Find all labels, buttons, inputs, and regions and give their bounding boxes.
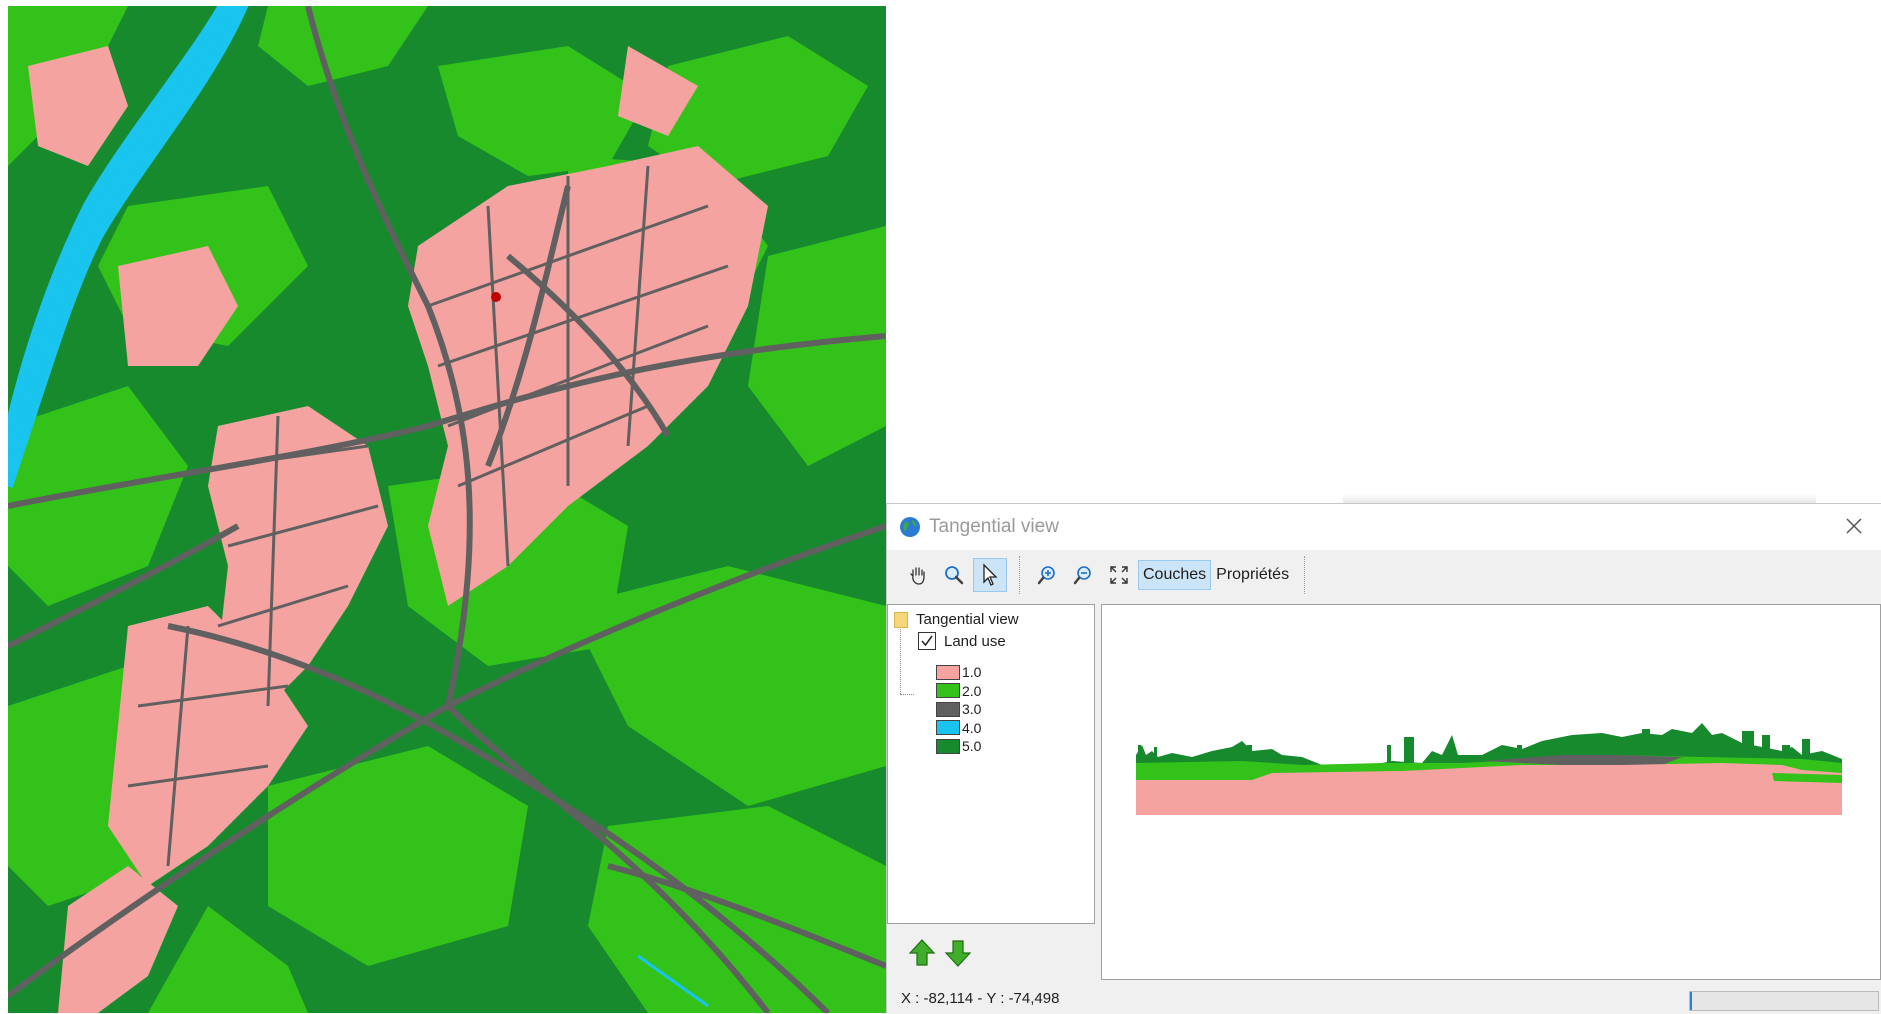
tree-spike	[1642, 729, 1650, 759]
legend-item: 4.0	[936, 719, 981, 738]
magnifier-icon	[945, 566, 964, 585]
pan-button[interactable]	[901, 558, 935, 592]
tree-spike	[1517, 745, 1522, 761]
legend-swatch	[936, 683, 960, 699]
full-extent-icon	[1110, 566, 1128, 584]
road-band	[1482, 755, 1682, 765]
legend-label: 3.0	[962, 701, 982, 718]
map-canvas[interactable]	[8, 6, 886, 1013]
couches-tab-button[interactable]: Couches	[1138, 560, 1212, 590]
tree-spike	[1138, 745, 1141, 767]
tree-spike	[1387, 745, 1391, 767]
tree-spike	[1154, 747, 1157, 767]
tree-connector-horizontal	[900, 694, 914, 695]
toolbar-separator-end	[1304, 556, 1306, 594]
tree-spike	[1247, 745, 1252, 767]
zoom-out-icon	[1073, 566, 1091, 585]
move-layer-down-icon[interactable]	[943, 937, 973, 969]
legend-item: 2.0	[936, 682, 981, 701]
layer-visibility-checkbox[interactable]	[918, 632, 936, 650]
window-title: Tangential view	[929, 516, 1059, 537]
layer-tree-panel[interactable]: Tangential view Land use 1.0 2.0 3.0 4.0 5.0	[887, 604, 1095, 924]
globe-icon	[900, 517, 920, 537]
tree-spike	[1762, 735, 1770, 771]
minor-roads	[127, 165, 729, 867]
tangential-view-window[interactable]: Tangential view	[886, 503, 1881, 1014]
checkmark-icon	[921, 635, 933, 647]
layer-order-controls	[887, 925, 1095, 981]
stream	[637, 954, 709, 1008]
close-icon[interactable]	[1841, 513, 1867, 539]
move-layer-up-icon[interactable]	[907, 937, 937, 969]
progress-bar	[1689, 991, 1879, 1011]
legend-swatch	[936, 701, 960, 717]
river	[8, 6, 249, 488]
full-extent-button[interactable]	[1102, 558, 1136, 592]
tree-spike	[1662, 739, 1668, 759]
layer-land-use[interactable]: Land use	[918, 632, 1006, 650]
legend-swatch	[936, 738, 960, 754]
toolbar: Couches Propriétés	[887, 550, 1881, 600]
legend-label: 1.0	[962, 664, 982, 681]
legend-item: 5.0	[936, 737, 981, 756]
tree-spike	[1782, 745, 1790, 769]
zoom-out-button[interactable]	[1066, 558, 1100, 592]
tangential-view-canvas[interactable]	[1101, 604, 1881, 980]
land-use-map[interactable]	[8, 6, 886, 1013]
layer-legend: 1.0 2.0 3.0 4.0 5.0	[936, 663, 981, 756]
zoom-in-icon	[1037, 566, 1055, 585]
tree-spike	[1404, 737, 1414, 767]
grass-strip-right	[1772, 773, 1842, 783]
window-shadow	[1343, 494, 1816, 503]
tree-root-node[interactable]: Tangential view	[894, 611, 1019, 628]
zoom-in-button[interactable]	[1030, 558, 1064, 592]
legend-item: 3.0	[936, 700, 981, 719]
layer-label: Land use	[944, 632, 1006, 650]
coordinate-readout: X : -82,114 - Y : -74,498	[901, 989, 1060, 1007]
select-pointer-button[interactable]	[973, 558, 1007, 592]
hand-pan-icon	[910, 567, 925, 585]
toolbar-separator	[1019, 556, 1020, 594]
magnifier-button[interactable]	[937, 558, 971, 592]
residential-band	[1136, 763, 1842, 815]
proprietes-tab-button[interactable]: Propriétés	[1216, 566, 1290, 583]
tree-connector	[900, 629, 901, 694]
viewpoint-marker	[491, 292, 501, 302]
folder-icon	[894, 611, 908, 628]
legend-item: 1.0	[936, 663, 981, 682]
legend-label: 4.0	[962, 719, 982, 736]
legend-label: 2.0	[962, 682, 982, 699]
status-bar: X : -82,114 - Y : -74,498	[887, 982, 1881, 1014]
residential-areas	[28, 46, 768, 1013]
legend-swatch	[936, 664, 960, 680]
pointer-icon	[983, 563, 998, 586]
legend-label: 5.0	[962, 738, 982, 755]
tangential-profile	[1136, 723, 1842, 815]
tree-root-label: Tangential view	[916, 611, 1019, 628]
progress-fill	[1690, 992, 1692, 1010]
tree-spike	[1802, 739, 1810, 763]
title-bar[interactable]: Tangential view	[887, 504, 1881, 550]
legend-swatch	[936, 720, 960, 736]
